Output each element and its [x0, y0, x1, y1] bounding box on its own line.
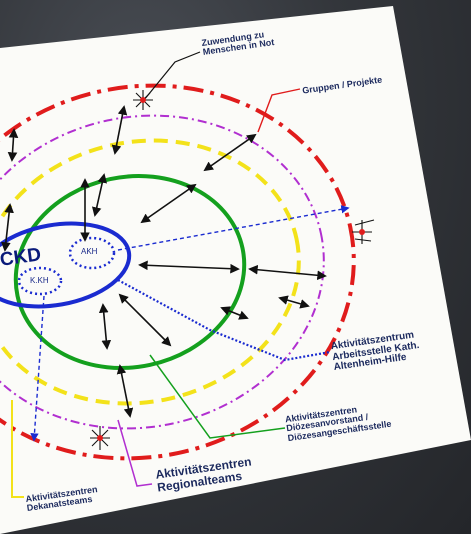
- ring-akh: [68, 236, 116, 270]
- paper-sheet: [0, 6, 471, 534]
- blue-arrows: [30, 205, 350, 442]
- blue-arrow: [117, 205, 350, 251]
- leader-regional: [117, 419, 153, 487]
- ring-blue-ckd: [0, 221, 132, 309]
- arrow: [220, 306, 249, 320]
- star-icon: [90, 90, 375, 450]
- arrow: [118, 293, 172, 347]
- akh-label: AKH: [81, 247, 98, 256]
- connection-arrows: [1, 105, 327, 418]
- arrow: [116, 364, 134, 418]
- leader-dekanat: [11, 400, 24, 498]
- leader-dioezesan: [149, 354, 286, 439]
- arrow: [111, 105, 128, 155]
- ring-purple: [0, 114, 325, 430]
- arrow: [138, 260, 240, 274]
- arrow: [7, 128, 19, 162]
- ring-green: [13, 174, 247, 370]
- leader-gruppen: [257, 88, 301, 133]
- leader-arbeitsstelle: [117, 279, 331, 362]
- ring-red-gruppen: [0, 83, 356, 461]
- blue-arrow: [30, 295, 45, 442]
- arrow: [140, 183, 197, 224]
- arrow: [92, 173, 107, 217]
- arrow: [98, 303, 112, 350]
- ring-kkh: [17, 266, 63, 296]
- kkh-label: K.KH: [30, 276, 49, 285]
- arrow: [203, 133, 257, 172]
- arrow: [278, 295, 310, 309]
- arrow: [1, 203, 14, 252]
- leader-zuwendung: [143, 51, 201, 101]
- arrow: [248, 264, 327, 281]
- leader-lines: [11, 51, 331, 498]
